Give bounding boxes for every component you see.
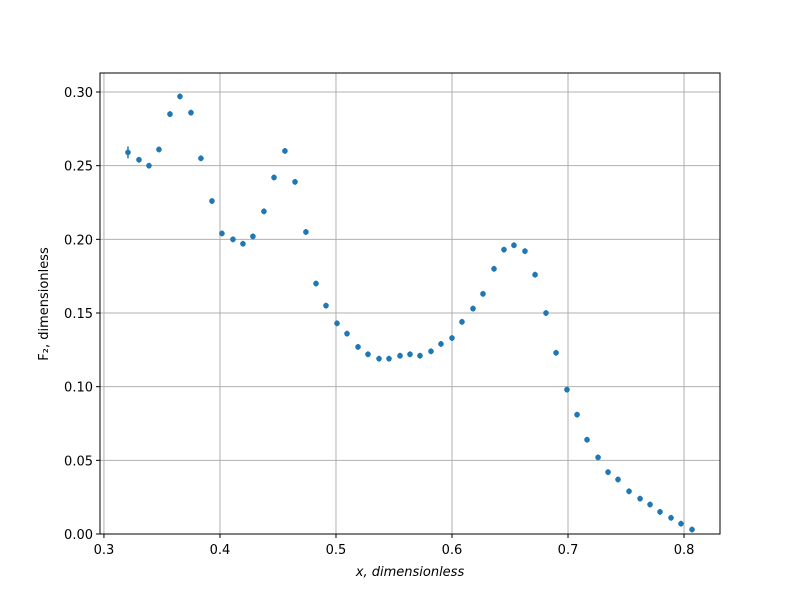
y-tick-label: 0.25 xyxy=(64,160,93,175)
data-point xyxy=(428,348,434,355)
data-point xyxy=(637,495,643,502)
y-tick-label: 0.30 xyxy=(64,86,93,101)
data-point xyxy=(292,179,298,185)
data-point xyxy=(459,319,465,325)
data-point xyxy=(511,242,517,249)
data-point xyxy=(657,509,663,515)
x-axis-label: x, dimensionless xyxy=(355,565,465,580)
data-point xyxy=(261,208,267,215)
data-point xyxy=(240,240,246,247)
data-point xyxy=(209,198,215,204)
data-point xyxy=(543,310,549,316)
data-point xyxy=(365,351,371,358)
data-point xyxy=(282,148,288,154)
data-point xyxy=(470,305,476,312)
data-point xyxy=(553,349,559,356)
data-point xyxy=(198,155,204,162)
data-point xyxy=(250,233,256,240)
data-point xyxy=(417,352,423,359)
data-point xyxy=(574,411,580,418)
data-point xyxy=(136,156,142,163)
x-tick-label: 0.8 xyxy=(674,543,695,558)
x-tick-label: 0.6 xyxy=(442,543,463,558)
y-tick-label: 0.05 xyxy=(64,454,93,469)
y-axis-label: F₂, dimensionless xyxy=(37,247,52,361)
data-point xyxy=(167,111,173,117)
data-point xyxy=(376,355,382,362)
x-tick-label: 0.3 xyxy=(94,543,115,558)
data-point xyxy=(615,476,621,483)
data-point xyxy=(407,351,413,358)
data-point xyxy=(626,488,632,495)
x-tick-label: 0.5 xyxy=(326,543,347,558)
x-tick-label: 0.7 xyxy=(558,543,579,558)
y-tick-label: 0.00 xyxy=(64,528,93,543)
data-point xyxy=(156,146,162,153)
y-tick-label: 0.10 xyxy=(64,381,93,396)
data-point xyxy=(522,248,528,254)
data-point xyxy=(491,266,497,272)
x-tick-label: 0.4 xyxy=(210,543,231,558)
data-point xyxy=(595,454,601,461)
data-point xyxy=(188,109,194,116)
data-point xyxy=(449,335,455,341)
data-point xyxy=(386,355,392,362)
data-point xyxy=(689,526,695,533)
data-point xyxy=(323,302,329,309)
data-point xyxy=(605,469,611,475)
data-point xyxy=(480,291,486,297)
plot-frame xyxy=(99,72,721,535)
data-point xyxy=(271,174,277,181)
data-point xyxy=(219,230,225,237)
data-point xyxy=(438,341,444,347)
data-point xyxy=(355,344,361,350)
data-point xyxy=(532,271,538,278)
data-point xyxy=(668,514,674,521)
data-point xyxy=(678,520,684,527)
data-point xyxy=(303,229,309,235)
data-point xyxy=(584,436,590,443)
data-point xyxy=(397,352,403,359)
y-tick-label: 0.20 xyxy=(64,233,93,248)
data-point xyxy=(564,386,570,393)
data-point xyxy=(177,93,183,100)
data-point xyxy=(647,501,653,508)
data-point xyxy=(230,236,236,243)
data-point xyxy=(344,330,350,337)
data-point xyxy=(125,149,131,156)
data-point xyxy=(334,320,340,327)
y-tick-label: 0.15 xyxy=(64,307,93,322)
data-point xyxy=(313,280,319,287)
data-point xyxy=(501,246,507,253)
data-point xyxy=(146,162,152,169)
